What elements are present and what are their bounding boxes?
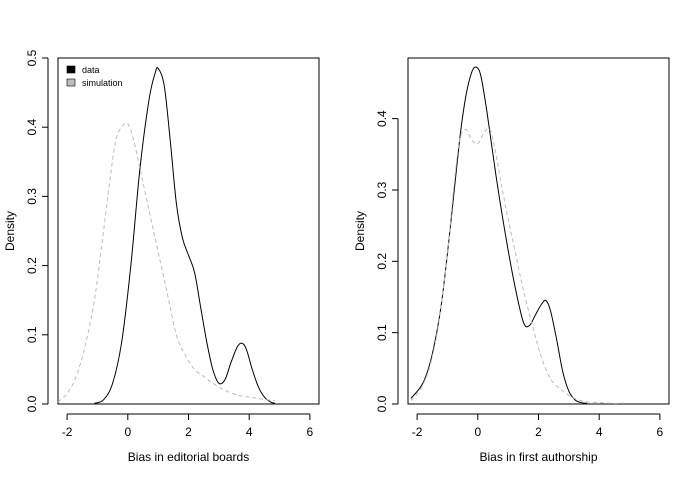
x-tick-label: 2: [535, 425, 542, 439]
x-tick-label: 0: [124, 425, 131, 439]
data-density-curve: [410, 66, 588, 404]
y-tick-label: 0.1: [375, 324, 389, 341]
x-axis-title: Bias in editorial boards: [128, 450, 249, 464]
y-axis-title: Density: [3, 211, 17, 251]
y-tick-label: 0.0: [375, 395, 389, 412]
y-tick-label: 0.4: [25, 119, 39, 136]
y-tick-label: 0.0: [25, 395, 39, 412]
plot-frame: [57, 57, 320, 405]
x-tick-label: 6: [307, 425, 314, 439]
y-tick-label: 0.3: [375, 181, 389, 198]
first-authorship-panel: -2 0 2 4 6 0.0 0.1 0.2 0.3 0.4 Bias in first autho…: [353, 57, 670, 464]
x-tick-label: 2: [185, 425, 192, 439]
y-tick-label: 0.4: [375, 110, 389, 127]
x-tick-label: 4: [246, 425, 253, 439]
x-tick-label: 0: [474, 425, 481, 439]
x-tick-label: 6: [657, 425, 664, 439]
x-tick-label: -2: [62, 425, 73, 439]
simulation-density-curve: [58, 122, 276, 403]
y-tick-label: 0.2: [25, 257, 39, 274]
plot-frame: [407, 57, 670, 405]
x-tick-label: 4: [596, 425, 603, 439]
editorial-boards-panel: -2 0 2 4 6 0.0 0.1 0.2 0.3 0.4 0.5 Bias in editoria…: [3, 49, 320, 464]
x-tick-label: -2: [412, 425, 423, 439]
y-tick-label: 0.2: [375, 253, 389, 270]
y-tick-label: 0.3: [25, 188, 39, 205]
x-axis-title: Bias in first authorship: [479, 450, 597, 464]
y-tick-label: 0.1: [25, 326, 39, 343]
data-density-curve: [94, 67, 276, 404]
simulation-density-curve: [410, 127, 624, 404]
legend-swatch-simulation: [66, 78, 76, 87]
y-tick-label: 0.5: [25, 49, 39, 66]
y-axis-title: Density: [353, 211, 367, 251]
legend-label-simulation: simulation: [82, 78, 123, 88]
legend-label-data: data: [82, 65, 100, 75]
legend-swatch-data: [66, 65, 76, 74]
